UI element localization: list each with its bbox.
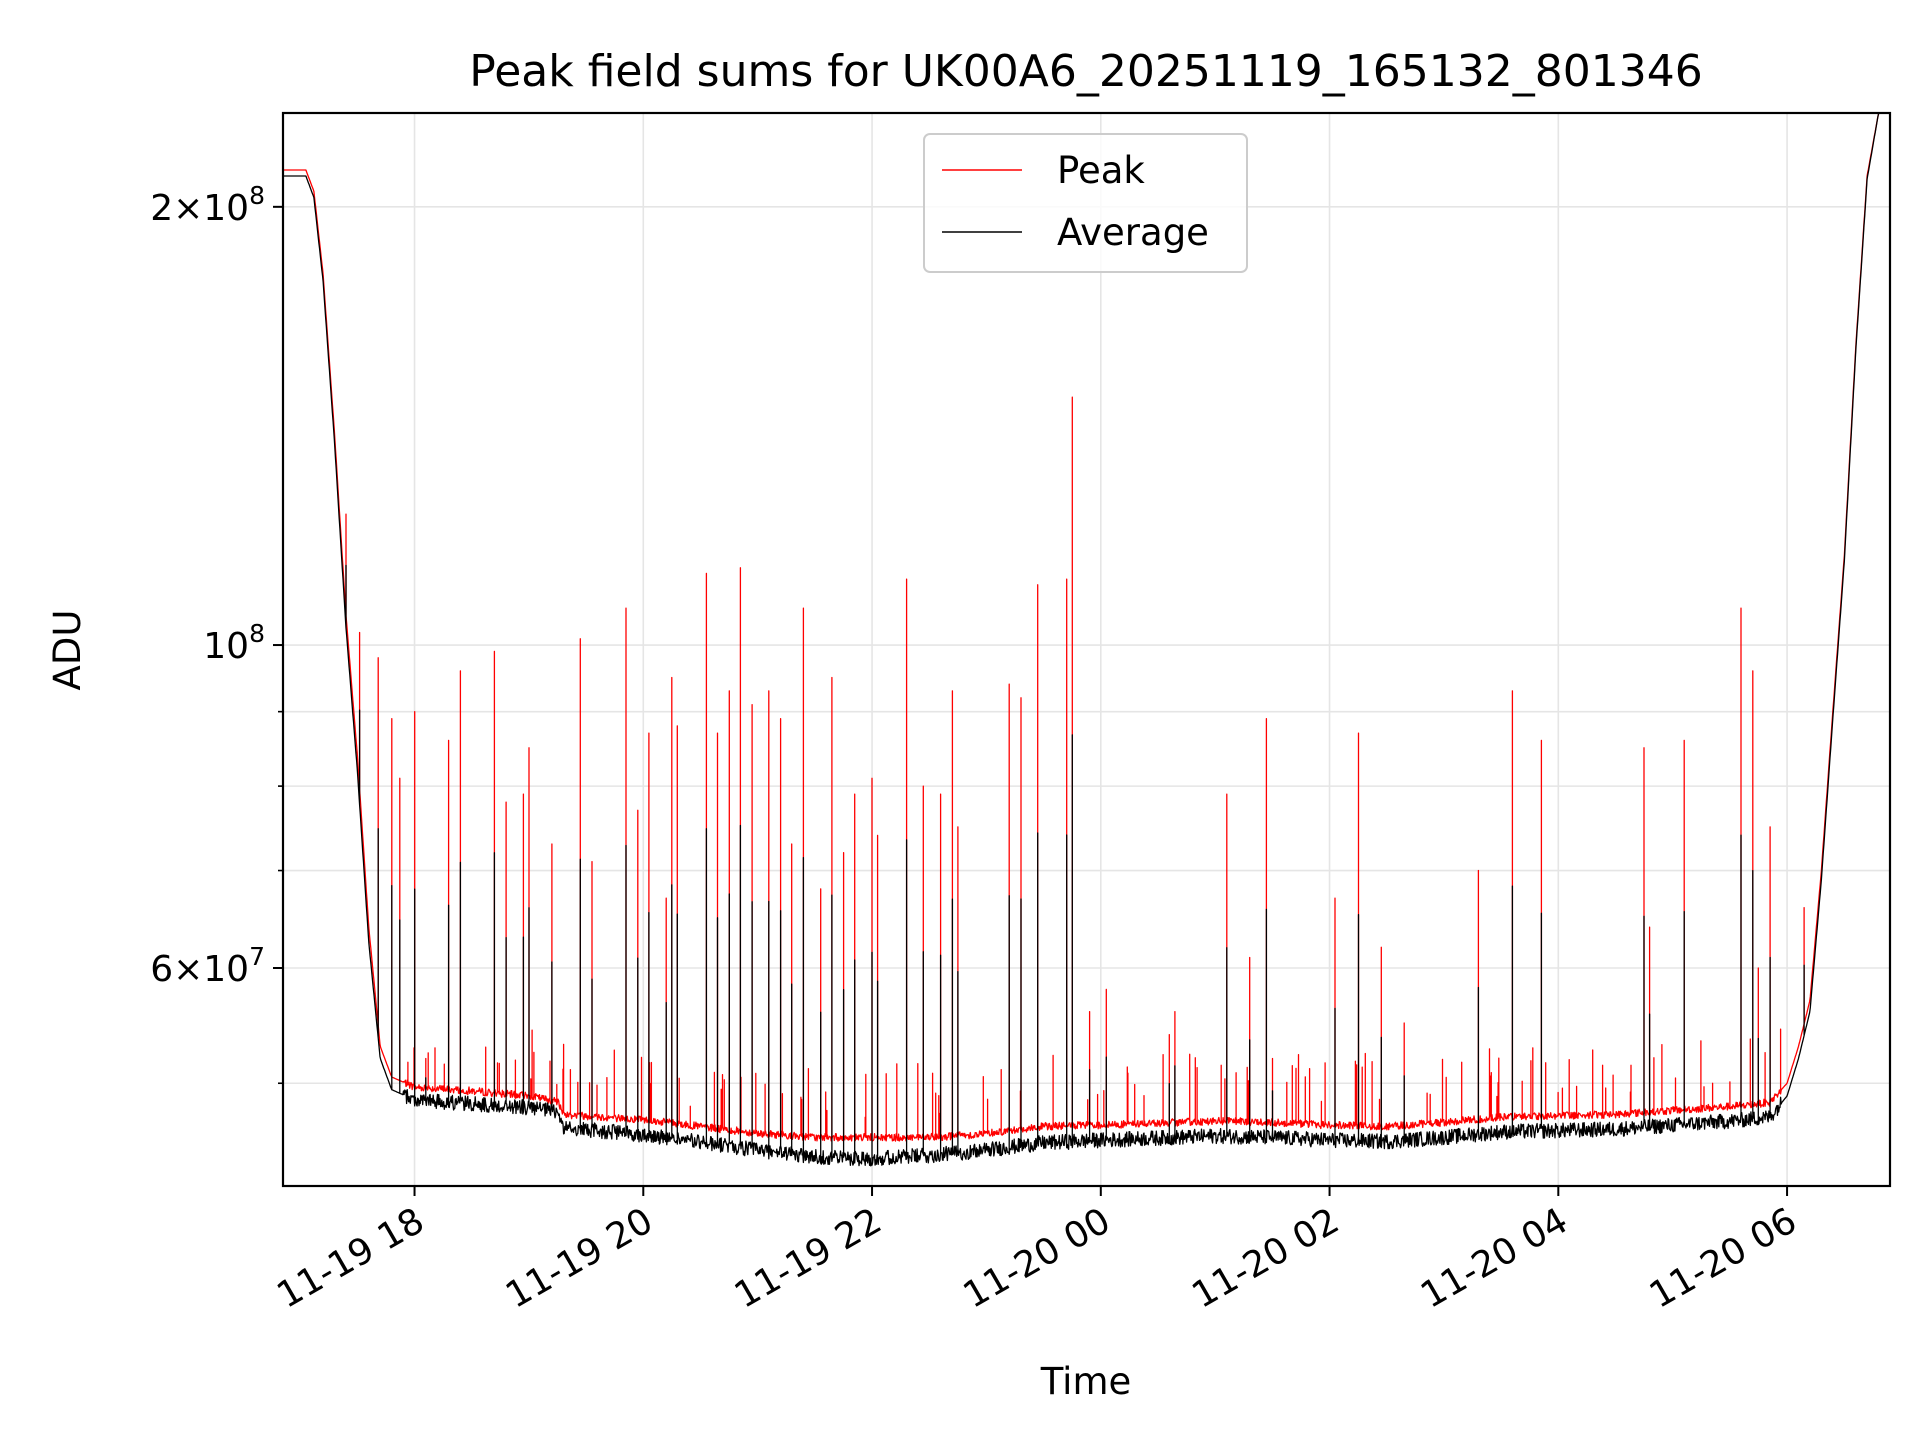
x-axis-label: Time bbox=[1040, 1360, 1132, 1403]
grid-layer bbox=[283, 113, 1890, 1186]
y-tick-label-mantissa: 2 bbox=[150, 188, 173, 229]
plot-frame bbox=[281, 111, 1892, 1188]
legend-box bbox=[923, 133, 1248, 273]
y-tick-label: 2×108 bbox=[150, 181, 265, 229]
plot-layer bbox=[283, 113, 1890, 1167]
y-tick-label-mantissa: 6 bbox=[150, 949, 173, 990]
series-average-line bbox=[283, 113, 1890, 1167]
y-tick-label-times: ×10 bbox=[173, 188, 249, 229]
y-tick-label-base: 10 bbox=[203, 626, 249, 667]
y-tick-label: 6×107 bbox=[150, 942, 265, 990]
y-tick-label-times: ×10 bbox=[173, 949, 249, 990]
y-axis-label: ADU bbox=[46, 610, 89, 691]
legend-average-label: Average bbox=[1057, 211, 1209, 254]
y-tick-label-exponent: 7 bbox=[249, 942, 265, 971]
series-peak-line bbox=[283, 113, 1890, 1142]
chart-title: Peak field sums for UK00A6_20251119_1651… bbox=[469, 46, 1702, 97]
y-tick-label-exponent: 8 bbox=[249, 181, 265, 210]
legend: Peak Average bbox=[923, 133, 1248, 273]
y-tick-label: 108 bbox=[203, 619, 265, 667]
legend-peak-label: Peak bbox=[1057, 149, 1145, 192]
y-tick-label-exponent: 8 bbox=[249, 619, 265, 648]
